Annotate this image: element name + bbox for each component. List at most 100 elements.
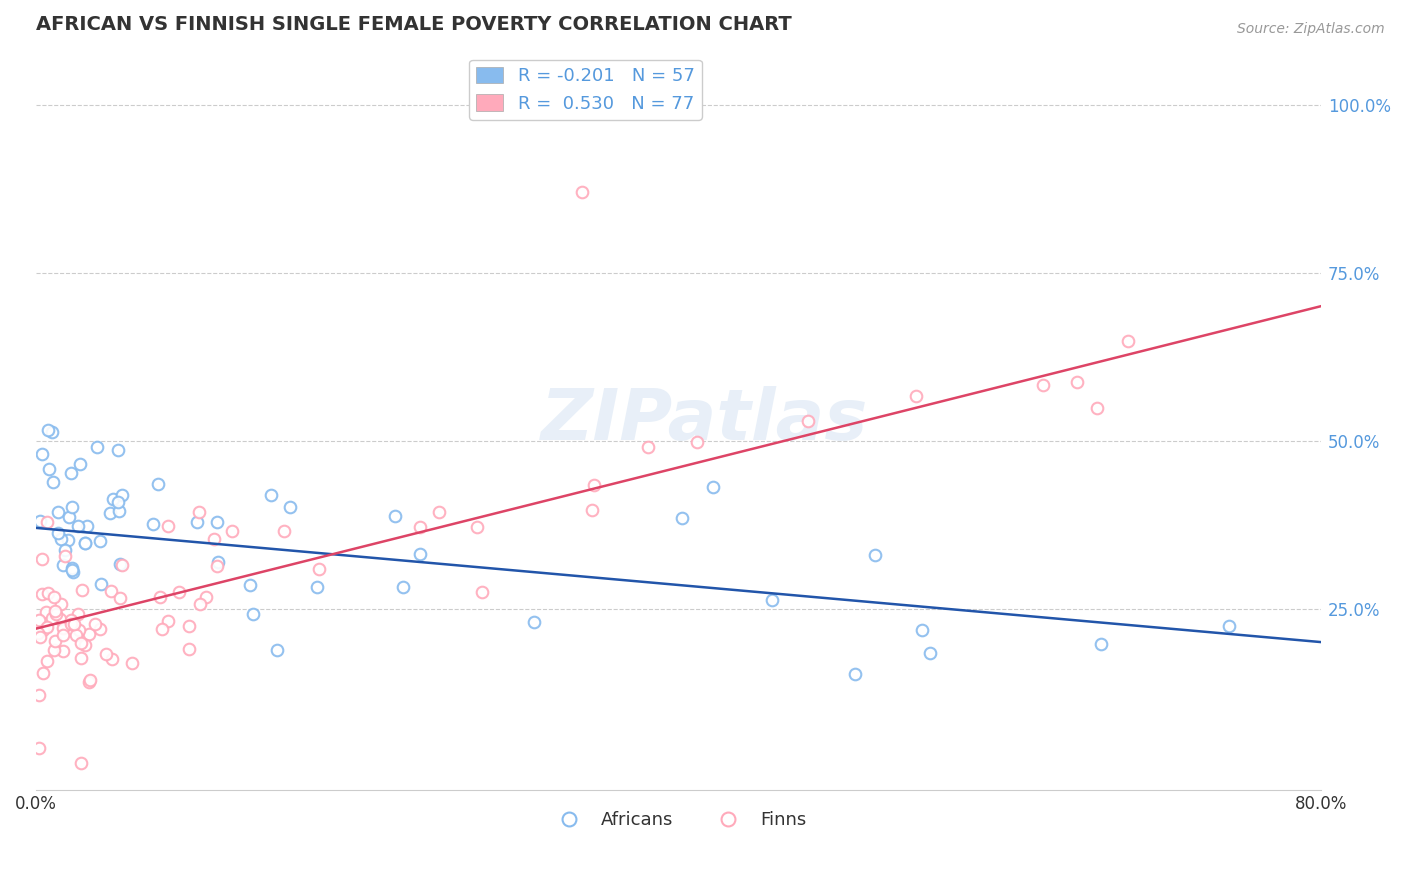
Point [844,666,866,681]
Point [63,616,86,631]
Point [1090,637,1112,651]
Point [188,598,211,612]
Point [45,607,67,622]
Point [702,480,724,494]
Point [157,519,180,533]
Point [55,549,77,563]
Point [186,515,208,529]
Point [28,514,51,528]
Point [32,665,55,680]
Point [761,592,783,607]
Point [44,604,66,618]
Point [52,643,75,657]
Point [31,587,53,601]
Point [65,628,87,642]
Point [31,447,53,461]
Point [46,526,69,541]
Point [242,607,264,622]
Point [904,389,927,403]
Point [60,616,83,631]
Point [177,642,200,657]
Point [46,505,69,519]
Point [911,623,934,637]
Point [146,477,169,491]
Point [1218,619,1240,633]
Point [86,440,108,454]
Point [177,619,200,633]
Text: ZIPatlas: ZIPatlas [540,386,868,455]
Point [35,516,58,530]
Point [60,613,83,627]
Point [202,532,225,546]
Point [582,478,605,492]
Point [188,505,211,519]
Point [44,590,66,604]
Point [205,558,228,573]
Point [60,500,83,514]
Point [101,491,124,506]
Point [686,435,709,450]
Point [384,508,406,523]
Point [107,503,129,517]
Point [98,506,121,520]
Point [52,558,75,572]
Point [305,580,328,594]
Point [796,414,818,428]
Point [52,621,75,635]
Point [523,615,546,629]
Point [96,647,118,661]
Point [73,638,96,652]
Point [34,605,56,619]
Point [41,611,63,625]
Point [142,516,165,531]
Point [637,440,659,454]
Point [89,623,111,637]
Point [48,612,70,626]
Point [77,627,100,641]
Point [62,561,84,575]
Point [1066,376,1088,390]
Point [60,466,83,480]
Point [28,688,51,702]
Point [70,651,93,665]
Point [111,488,134,502]
Point [49,532,72,546]
Point [408,547,430,561]
Point [100,652,122,666]
Point [278,500,301,515]
Point [167,585,190,599]
Point [41,425,63,439]
Point [107,443,129,458]
Point [32,624,55,638]
Point [150,622,173,636]
Point [42,643,65,657]
Point [31,551,53,566]
Point [110,591,132,606]
Point [69,624,91,638]
Point [70,756,93,770]
Point [100,584,122,599]
Point [1032,378,1054,392]
Point [27,626,49,640]
Point [27,741,49,756]
Point [41,475,63,489]
Point [149,591,172,605]
Point [671,511,693,525]
Point [392,580,415,594]
Point [37,586,59,600]
Point [38,462,60,476]
Point [260,488,283,502]
Point [121,656,143,670]
Point [581,502,603,516]
Point [865,549,887,563]
Point [56,533,79,547]
Point [35,654,58,668]
Point [89,533,111,548]
Point [918,646,941,660]
Point [73,536,96,550]
Point [471,585,494,599]
Point [72,582,94,597]
Point [62,566,84,580]
Point [67,607,90,621]
Text: Source: ZipAtlas.com: Source: ZipAtlas.com [1237,22,1385,37]
